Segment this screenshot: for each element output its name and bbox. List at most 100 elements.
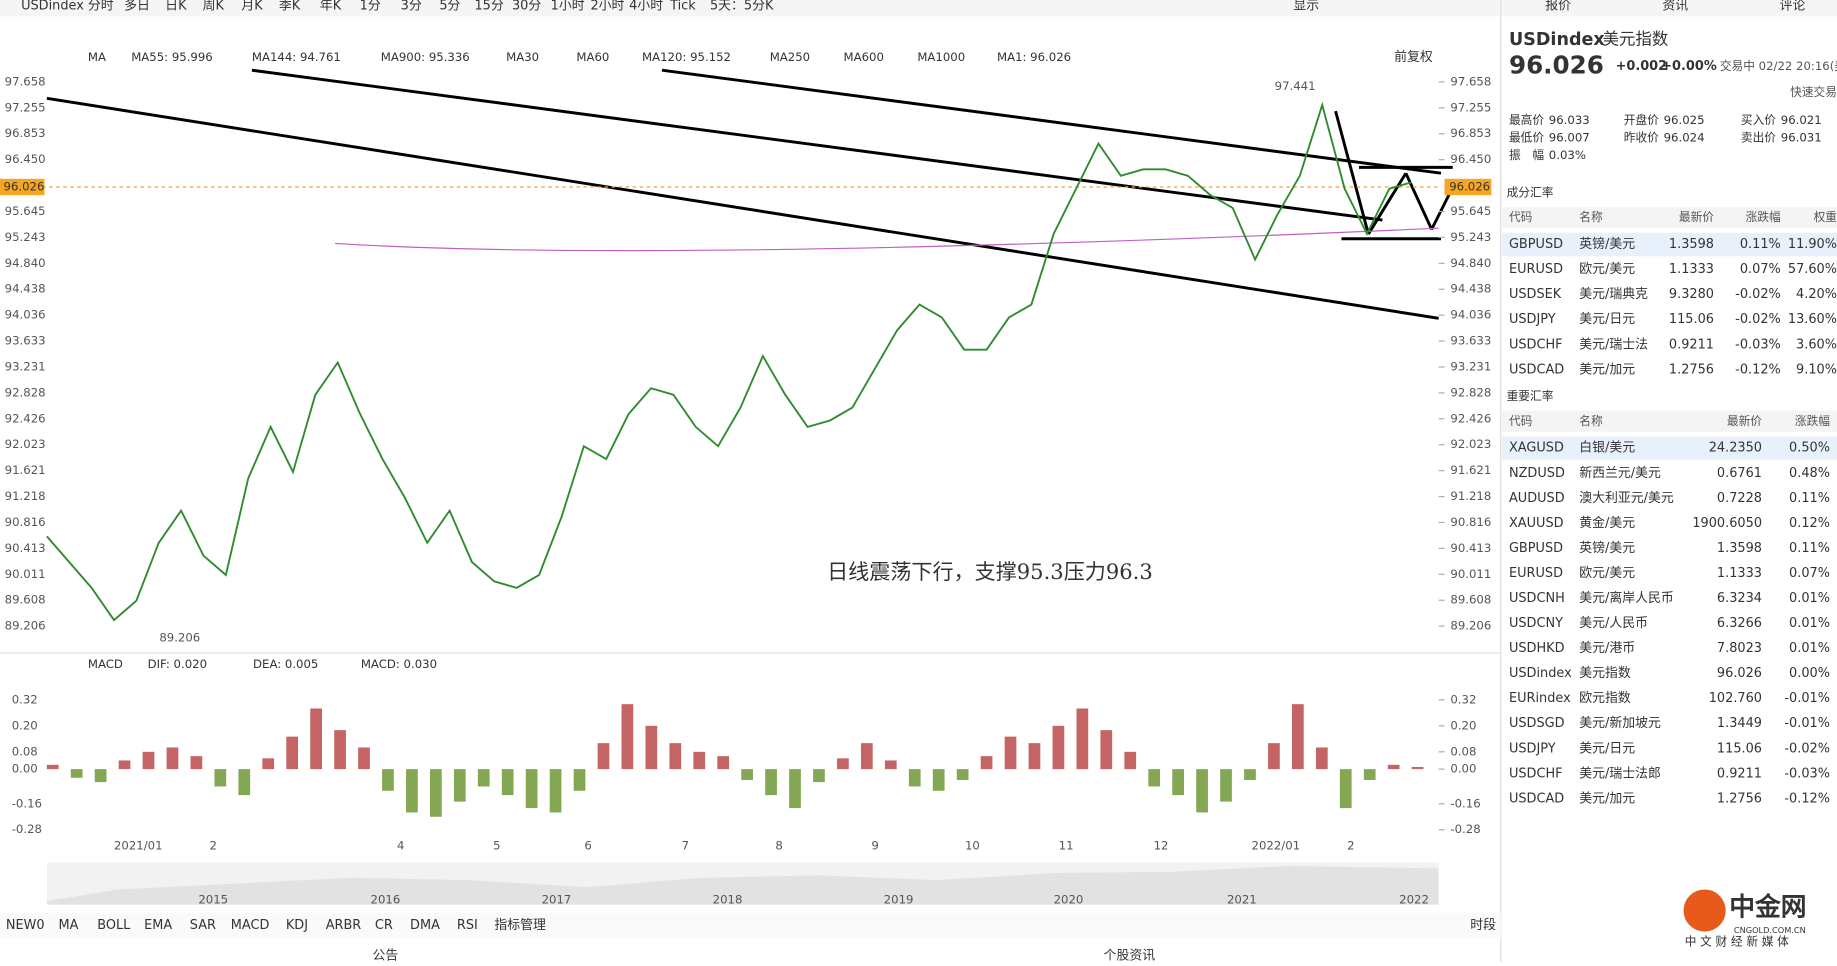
table-cell: USDSGD [1509, 716, 1565, 731]
indicator-tab[interactable]: 指标管理 [494, 918, 546, 933]
logo-domain: CNGOLD.COM.CN [1734, 925, 1806, 935]
toolbar-item[interactable]: 月K [241, 0, 263, 13]
table-cell: 欧元/美元 [1579, 262, 1635, 277]
y-tick-label: 97.255 [5, 100, 46, 114]
indicator-tab[interactable]: EMA [144, 918, 172, 933]
table-header-cell: 最新价 [1727, 414, 1762, 428]
indicator-tab[interactable]: ARBR [326, 918, 362, 933]
adjust-toggle[interactable]: 前复权 [1394, 49, 1433, 65]
table-cell: 9.10% [1796, 362, 1837, 377]
y-tick-label: -0.16 [1450, 796, 1480, 810]
indicator-tab[interactable]: RSI [457, 918, 478, 933]
period-button[interactable]: 时段 [1470, 918, 1496, 933]
macd-bar [1363, 769, 1376, 780]
x-tick-label: 4 [397, 839, 404, 853]
macd-bar [1315, 747, 1328, 770]
logo-slogan: 中 文 财 经 新 媒 体 [1685, 935, 1789, 949]
side-tab[interactable]: 资讯 [1662, 0, 1688, 13]
toolbar-bg [0, 0, 1837, 17]
toolbar-item[interactable]: 15分 [474, 0, 503, 13]
table-cell: -0.03% [1784, 766, 1830, 781]
table-header-cell: 涨跌幅 [1746, 210, 1781, 224]
side-tab[interactable]: 评论 [1780, 0, 1806, 13]
stat-label: 卖出价 [1741, 131, 1776, 145]
side-tab[interactable]: 报价 [1545, 0, 1571, 13]
indicator-tab[interactable]: MA [59, 918, 79, 933]
toolbar-item[interactable]: USDindex [21, 0, 84, 13]
table-cell: 0.9211 [1669, 337, 1714, 352]
stat-label: 最低价 [1509, 131, 1544, 145]
toolbar-item[interactable]: 1小时 [551, 0, 585, 13]
toolbar-item[interactable]: 季K [279, 0, 301, 13]
macd-bar [190, 756, 203, 770]
indicator-tab[interactable]: NEW0 [6, 918, 45, 933]
toolbar-item[interactable]: 4小时 [629, 0, 663, 13]
table-cell: 7.8023 [1717, 641, 1762, 656]
toolbar-item[interactable]: 多日 [124, 0, 150, 13]
toolbar-item[interactable]: 5天：5分K [710, 0, 774, 13]
toolbar-item[interactable]: 周K [203, 0, 225, 13]
footer-tab: 个股资讯 [1104, 949, 1156, 962]
navigator-year: 2017 [542, 892, 572, 906]
table-cell: 0.50% [1789, 441, 1830, 456]
navigator-area [46, 866, 1439, 905]
toolbar-item[interactable]: 分时 [88, 0, 114, 13]
table-cell: 9.3280 [1669, 287, 1714, 302]
indicator-tab[interactable]: BOLL [97, 918, 131, 933]
table-cell: USDJPY [1509, 741, 1556, 756]
table-cell: USDSEK [1509, 287, 1562, 302]
stat-value: 96.033 [1549, 113, 1590, 127]
table-cell: 美元/加元 [1579, 791, 1635, 806]
display-menu: 显示 [1293, 0, 1319, 13]
y-tick-label: 97.658 [1450, 74, 1491, 88]
table-cell: 0.11% [1789, 541, 1830, 556]
price-tag [0, 178, 45, 196]
macd-legend: MACD [88, 657, 123, 671]
stat-value: 96.025 [1664, 113, 1705, 127]
indicator-tab[interactable]: SAR [190, 918, 216, 933]
footer-tab: 公告 [373, 949, 399, 962]
table-cell: -0.01% [1784, 691, 1830, 706]
x-tick-label: 12 [1154, 839, 1169, 853]
indicator-tab[interactable]: KDJ [286, 918, 308, 933]
toolbar-item[interactable]: 30分 [512, 0, 541, 13]
quick-trade[interactable]: 快速交易 [1790, 85, 1837, 99]
macd-bar [908, 769, 921, 787]
y-tick-label: -0.28 [12, 822, 42, 836]
table-cell: 美元/人民币 [1579, 616, 1648, 631]
table-cell: 白银/美元 [1579, 440, 1635, 456]
y-tick-label: 91.621 [1450, 463, 1491, 477]
toolbar-item[interactable]: 2小时 [590, 0, 624, 13]
table-cell: USDHKD [1509, 641, 1565, 656]
indicator-tab[interactable]: CR [375, 918, 393, 933]
macd-legend: DIF: 0.020 [148, 657, 207, 671]
toolbar-item[interactable]: 年K [320, 0, 342, 13]
row-highlight [1501, 436, 1837, 460]
table-cell: -0.02% [1784, 741, 1830, 756]
toolbar-item[interactable]: 5分 [439, 0, 460, 13]
macd-bar [1052, 725, 1065, 770]
x-tick-label: 8 [775, 839, 782, 853]
toolbar-item[interactable]: Tick [669, 0, 696, 13]
stat-label: 昨收价 [1624, 131, 1659, 145]
table-cell: 1.2756 [1717, 791, 1762, 806]
toolbar-item[interactable]: 3分 [401, 0, 422, 13]
y-tick-label: 90.413 [5, 541, 46, 555]
y-tick-label: 90.816 [1450, 515, 1491, 529]
indicator-tab[interactable]: DMA [410, 918, 440, 933]
section-title: 重要汇率 [1507, 389, 1554, 403]
macd-bar [1220, 769, 1232, 802]
table-cell: 24.2350 [1709, 441, 1762, 456]
ma-legend: MA900: 95.336 [381, 50, 470, 64]
macd-bar [669, 743, 682, 770]
macd-bar [286, 736, 299, 770]
macd-bar [70, 769, 83, 778]
price-tag [1444, 178, 1492, 196]
macd-bar [1028, 743, 1041, 770]
trend-lines [46, 68, 1455, 320]
toolbar-item[interactable]: 日K [165, 0, 187, 13]
navigator-year: 2016 [371, 892, 401, 906]
ma-legend: MA60 [576, 50, 609, 64]
toolbar-item[interactable]: 1分 [360, 0, 381, 13]
indicator-tab[interactable]: MACD [231, 918, 270, 933]
